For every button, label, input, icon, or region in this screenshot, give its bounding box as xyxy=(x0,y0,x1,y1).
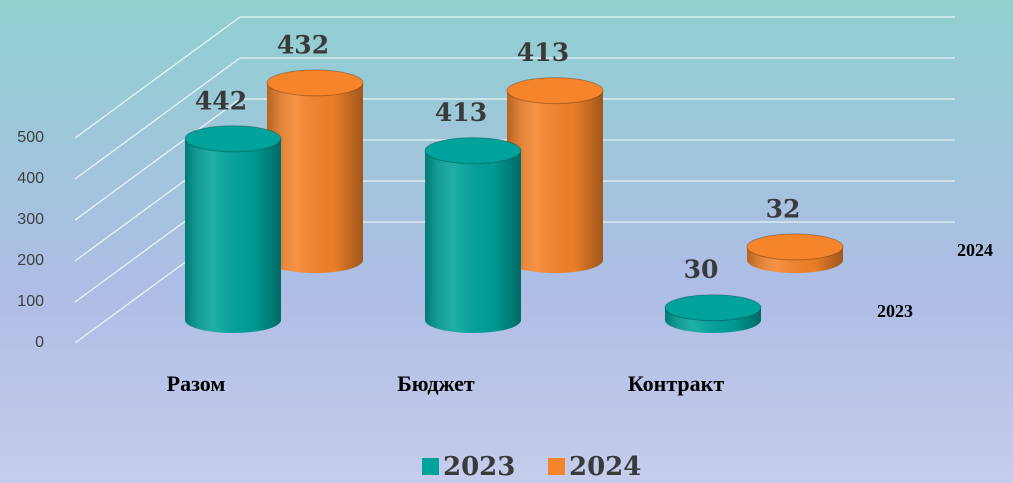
x-tick-label: Контракт xyxy=(628,371,725,396)
value-label: 30 xyxy=(684,255,719,284)
y-tick-label: 100 xyxy=(17,293,44,310)
x-tick-label: Разом xyxy=(167,371,226,396)
cylinder xyxy=(746,233,844,273)
depth-label: 2023 xyxy=(877,301,913,321)
legend-swatch xyxy=(422,458,439,475)
cylinder xyxy=(506,77,604,273)
grid-line xyxy=(74,57,241,180)
cylinder-top xyxy=(266,69,364,97)
y-tick-label: 300 xyxy=(17,211,44,228)
cylinder-body-shade xyxy=(507,90,603,260)
legend-swatch xyxy=(548,458,565,475)
legend-label: 2024 xyxy=(569,452,641,482)
value-label: 413 xyxy=(517,38,569,67)
depth-label: 2024 xyxy=(957,240,993,260)
y-tick-label: 0 xyxy=(35,334,44,351)
cylinder xyxy=(266,69,364,273)
cylinder-top xyxy=(506,77,604,105)
cylinder-top xyxy=(424,137,522,165)
cylinder-body-shade xyxy=(267,82,363,260)
cylinder-top xyxy=(184,125,282,153)
value-label: 413 xyxy=(435,98,487,127)
cylinder xyxy=(184,125,282,333)
legend-label: 2023 xyxy=(443,452,515,482)
cylinder-body-shade xyxy=(425,150,521,320)
y-tick-label: 400 xyxy=(17,170,44,187)
cylinder-body-shade xyxy=(185,138,281,320)
x-tick-label: Бюджет xyxy=(397,371,475,396)
cylinder-top xyxy=(746,233,844,261)
value-label: 432 xyxy=(277,30,329,59)
value-label: 32 xyxy=(766,194,801,223)
grid-line xyxy=(74,16,241,139)
cylinder xyxy=(664,294,762,333)
grid-line xyxy=(74,98,241,221)
cylinder-top xyxy=(664,294,762,322)
value-label: 442 xyxy=(195,86,247,115)
y-tick-label: 500 xyxy=(17,129,44,146)
y-tick-label: 200 xyxy=(17,252,44,269)
cylinder xyxy=(424,137,522,333)
